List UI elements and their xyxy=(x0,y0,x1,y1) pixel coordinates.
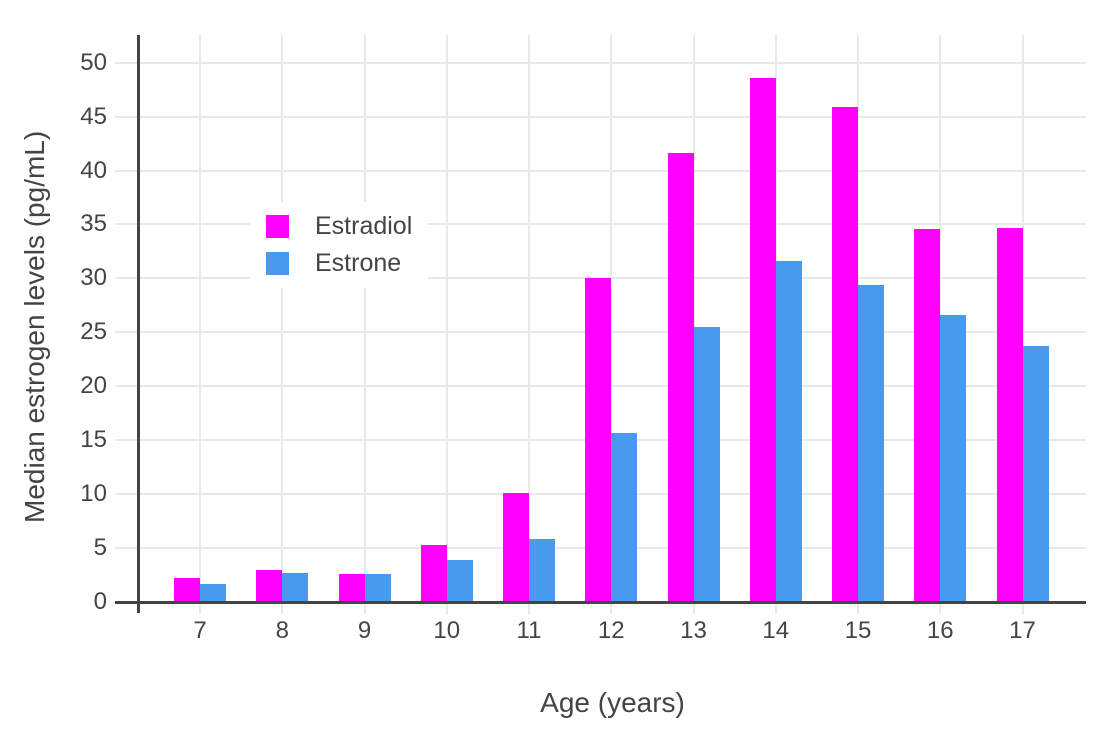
tick-y-35 xyxy=(115,223,137,226)
x-tick-label-17: 17 xyxy=(1009,617,1036,644)
bar-estradiol-age-8[interactable] xyxy=(256,569,283,602)
gridline-y-40 xyxy=(139,169,1086,172)
tick-y-30 xyxy=(115,277,137,280)
x-tick-label-13: 13 xyxy=(680,617,707,644)
legend-label-estrone: Estrone xyxy=(315,249,402,277)
bar-estrone-age-8[interactable] xyxy=(282,572,309,602)
gridline-x-17 xyxy=(1021,35,1024,602)
tick-y-15 xyxy=(115,439,137,442)
tick-x-17 xyxy=(1021,604,1024,614)
tick-y-10 xyxy=(115,493,137,496)
tick-x-8 xyxy=(281,604,284,614)
x-tick-label-16: 16 xyxy=(926,617,954,644)
x-tick-label-7: 7 xyxy=(193,617,207,644)
y-tick-label-25: 25 xyxy=(80,318,107,346)
gridline-x-7 xyxy=(199,35,201,602)
y-tick-label-40: 40 xyxy=(80,156,107,184)
bar-estradiol-age-7[interactable] xyxy=(174,578,200,602)
x-tick-label-12: 12 xyxy=(597,617,625,644)
gridline-x-10 xyxy=(445,35,448,602)
gridline-y-50 xyxy=(139,61,1086,64)
y-tick-label-50: 50 xyxy=(80,48,107,76)
tick-x-11 xyxy=(528,604,530,614)
bar-estrone-age-15[interactable] xyxy=(858,284,884,602)
tick-x-12 xyxy=(610,604,613,614)
bar-estrone-age-13[interactable] xyxy=(693,326,720,602)
tick-x-14 xyxy=(774,604,777,614)
legend-label-estradiol: Estradiol xyxy=(315,212,413,240)
y-tick-label-0: 0 xyxy=(93,588,107,615)
x-tick-label-9: 9 xyxy=(357,617,372,644)
bar-estradiol-age-10[interactable] xyxy=(420,544,447,602)
tick-x-13 xyxy=(692,604,695,614)
tick-y-50 xyxy=(115,61,137,64)
x-tick-label-10: 10 xyxy=(433,617,461,644)
bar-estradiol-age-12[interactable] xyxy=(585,278,612,602)
bar-estradiol-age-9[interactable] xyxy=(338,573,365,602)
bar-estradiol-age-16[interactable] xyxy=(914,228,941,602)
y-tick-label-30: 30 xyxy=(80,264,107,292)
tick-y-5 xyxy=(115,547,137,550)
bar-estradiol-age-15[interactable] xyxy=(832,106,858,602)
tick-y-45 xyxy=(115,115,137,118)
bar-estrone-age-11[interactable] xyxy=(529,539,555,602)
legend-item-estradiol[interactable]: Estradiol xyxy=(266,208,412,245)
x-tick-label-15: 15 xyxy=(844,617,872,644)
gridline-x-11 xyxy=(528,35,530,602)
x-tick-label-8: 8 xyxy=(275,617,289,644)
x-tick-label-14: 14 xyxy=(762,617,790,644)
gridline-y-25 xyxy=(139,331,1086,334)
tick-x-15 xyxy=(857,604,859,614)
tick-y-25 xyxy=(115,331,137,334)
tick-x-10 xyxy=(445,604,448,614)
gridline-y-30 xyxy=(139,277,1086,280)
y-tick-label-15: 15 xyxy=(80,426,107,454)
bar-estradiol-age-14[interactable] xyxy=(749,77,776,602)
bar-estradiol-age-11[interactable] xyxy=(503,493,529,602)
tick-x-16 xyxy=(939,604,942,614)
tick-x-7 xyxy=(199,604,201,614)
gridline-y-20 xyxy=(139,385,1086,388)
tick-y-0 xyxy=(115,601,137,604)
y-tick-label-20: 20 xyxy=(80,372,107,400)
bar-estrone-age-10[interactable] xyxy=(446,559,473,602)
bar-estrone-age-12[interactable] xyxy=(611,432,638,602)
y-tick-label-5: 5 xyxy=(93,534,107,562)
gridline-y-45 xyxy=(139,115,1086,118)
gridline-x-8 xyxy=(281,35,284,602)
y-tick-label-45: 45 xyxy=(80,102,107,130)
legend: Estradiol Estrone xyxy=(250,202,429,288)
bar-estradiol-age-13[interactable] xyxy=(667,153,694,602)
bar-estrone-age-17[interactable] xyxy=(1022,346,1049,602)
x-tick-label-11: 11 xyxy=(516,617,542,644)
gridline-x-9 xyxy=(363,35,366,602)
bar-estrone-age-9[interactable] xyxy=(364,573,391,602)
legend-swatch-estrone xyxy=(266,252,289,275)
bar-estrone-age-16[interactable] xyxy=(940,315,967,602)
bar-estrone-age-14[interactable] xyxy=(775,261,802,602)
legend-swatch-estradiol xyxy=(266,215,289,238)
gridline-x-13 xyxy=(692,35,695,602)
tick-y-20 xyxy=(115,385,137,388)
y-tick-label-35: 35 xyxy=(80,210,107,238)
bar-estrone-age-7[interactable] xyxy=(200,583,226,602)
gridline-x-12 xyxy=(610,35,613,602)
y-tick-label-10: 10 xyxy=(80,480,107,508)
y-axis-line xyxy=(137,35,140,613)
x-axis-line xyxy=(139,601,1086,604)
gridline-y-35 xyxy=(139,223,1086,226)
tick-x-9 xyxy=(363,604,366,614)
x-axis-title: Age (years) xyxy=(540,687,685,718)
tick-y-40 xyxy=(115,169,137,172)
bar-estradiol-age-17[interactable] xyxy=(996,227,1023,602)
legend-item-estrone[interactable]: Estrone xyxy=(266,245,412,282)
